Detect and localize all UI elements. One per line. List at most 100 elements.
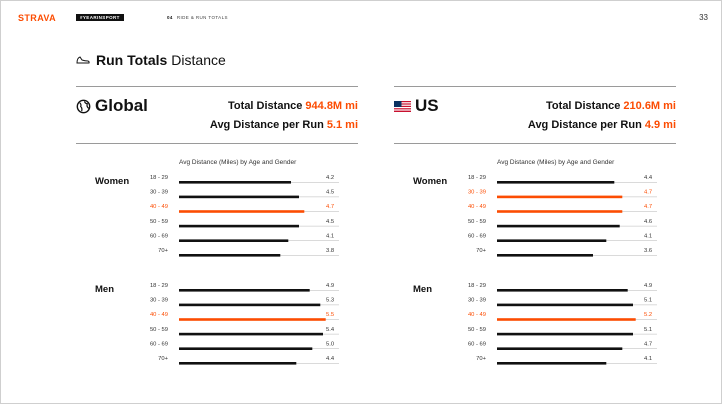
age-tick-label: 30 - 39 (150, 298, 168, 304)
value-label: 4.6 (644, 219, 652, 225)
age-gender-bar-chart: Women 18 - 29 4.4 30 - 39 4.7 40 - 49 4.7 50 - … (413, 175, 657, 365)
age-tick-label: 50 - 59 (150, 219, 168, 225)
value-label: 4.1 (326, 233, 334, 239)
value-label: 5.0 (326, 341, 334, 347)
region-heading: US (394, 96, 439, 116)
age-tick-label: 18 - 29 (468, 283, 486, 289)
hashtag-badge: #YEARINSPORT (76, 14, 124, 21)
bar (497, 224, 620, 228)
value-label: 4.7 (644, 341, 652, 347)
bar (179, 181, 291, 184)
age-tick-label: 40 - 49 (468, 312, 486, 318)
age-tick-label: 60 - 69 (150, 233, 168, 239)
globe-icon (76, 99, 91, 113)
value-label: 4.9 (326, 283, 334, 289)
bar (179, 318, 326, 321)
total-distance-value: 210.6M mi (623, 100, 676, 112)
value-label: 4.2 (326, 175, 334, 181)
bar (497, 318, 636, 321)
bar (179, 224, 299, 228)
value-label: 4.1 (644, 233, 652, 239)
age-tick-label: 18 - 29 (150, 283, 168, 289)
avg-distance-label: Avg Distance per Run (527, 119, 642, 131)
panel-top-rule (394, 86, 676, 87)
bar (179, 332, 323, 336)
avg-distance-label: Avg Distance per Run (209, 119, 324, 131)
bar (497, 332, 633, 336)
age-tick-label: 70+ (158, 248, 168, 254)
bar (179, 347, 313, 350)
panel-mid-rule (76, 143, 358, 144)
bar (497, 303, 633, 307)
age-tick-label: 60 - 69 (468, 341, 486, 347)
section-number: 04 (167, 15, 173, 20)
age-tick-label: 30 - 39 (150, 190, 168, 196)
age-tick-label: 40 - 49 (150, 204, 168, 210)
series-label: Women (95, 176, 129, 187)
age-gender-bar-chart: Women 18 - 29 4.2 30 - 39 4.5 40 - 49 4.7 50 - … (95, 175, 339, 365)
value-label: 4.5 (326, 190, 334, 196)
value-label: 4.7 (644, 190, 652, 196)
total-distance: Total Distance 210.6M mi (546, 100, 676, 112)
age-tick-label: 18 - 29 (150, 175, 168, 181)
age-tick-label: 70+ (158, 356, 168, 362)
value-label: 4.9 (644, 283, 652, 289)
page-title: Run Totals Distance (76, 52, 226, 68)
bar (179, 289, 310, 292)
bar (179, 239, 289, 242)
bar (179, 254, 281, 257)
value-label: 5.3 (326, 298, 334, 304)
value-label: 3.6 (644, 248, 652, 254)
series-label: Men (413, 284, 432, 295)
bar (179, 303, 321, 307)
brand-logo: STRAVA (18, 13, 57, 23)
slide-header: STRAVA #YEARINSPORT 04 RIDE & RUN TOTALS … (0, 0, 722, 30)
bar (179, 195, 299, 199)
total-distance-value: 944.8M mi (305, 100, 358, 112)
age-tick-label: 70+ (476, 356, 486, 362)
total-distance-label: Total Distance (546, 100, 621, 112)
age-tick-label: 40 - 49 (150, 312, 168, 318)
value-label: 4.1 (644, 356, 652, 362)
value-label: 4.5 (326, 219, 334, 225)
us-panel: US Total Distance 210.6M mi Avg Distance … (394, 86, 676, 386)
section-label: 04 RIDE & RUN TOTALS (167, 15, 228, 20)
page-number: 33 (699, 13, 708, 22)
series-label: Men (95, 284, 114, 295)
shoe-icon (76, 56, 90, 64)
age-tick-label: 30 - 39 (468, 298, 486, 304)
bar (497, 210, 623, 213)
age-tick-label: 60 - 69 (468, 233, 486, 239)
chart-title: Avg Distance (Miles) by Age and Gender (497, 159, 615, 166)
age-tick-label: 40 - 49 (468, 204, 486, 210)
title-light: Distance (171, 52, 226, 68)
age-tick-label: 18 - 29 (468, 175, 486, 181)
avg-distance: Avg Distance per Run 4.9 mi (528, 119, 676, 131)
value-label: 4.4 (326, 356, 335, 362)
value-label: 5.1 (644, 327, 652, 333)
value-label: 4.7 (326, 204, 334, 210)
avg-distance: Avg Distance per Run 5.1 mi (210, 119, 358, 131)
region-heading: Global (76, 96, 148, 116)
age-tick-label: 30 - 39 (468, 190, 486, 196)
bar (497, 181, 615, 184)
bar (497, 195, 623, 199)
panel-mid-rule (394, 143, 676, 144)
title-bold: Run Totals (96, 52, 168, 68)
age-tick-label: 50 - 59 (468, 219, 486, 225)
bar (179, 210, 305, 213)
value-label: 4.7 (644, 204, 652, 210)
age-tick-label: 50 - 59 (468, 327, 486, 333)
bar (497, 347, 623, 350)
chart-title: Avg Distance (Miles) by Age and Gender (179, 159, 297, 166)
value-label: 3.8 (326, 248, 334, 254)
age-tick-label: 50 - 59 (150, 327, 168, 333)
value-label: 5.4 (326, 327, 335, 333)
age-tick-label: 70+ (476, 248, 486, 254)
avg-distance-value: 4.9 mi (644, 119, 676, 131)
bar (497, 289, 628, 292)
total-distance: Total Distance 944.8M mi (228, 100, 358, 112)
value-label: 5.1 (644, 298, 652, 304)
section-title: RIDE & RUN TOTALS (176, 15, 228, 20)
panel-top-rule (76, 86, 358, 87)
